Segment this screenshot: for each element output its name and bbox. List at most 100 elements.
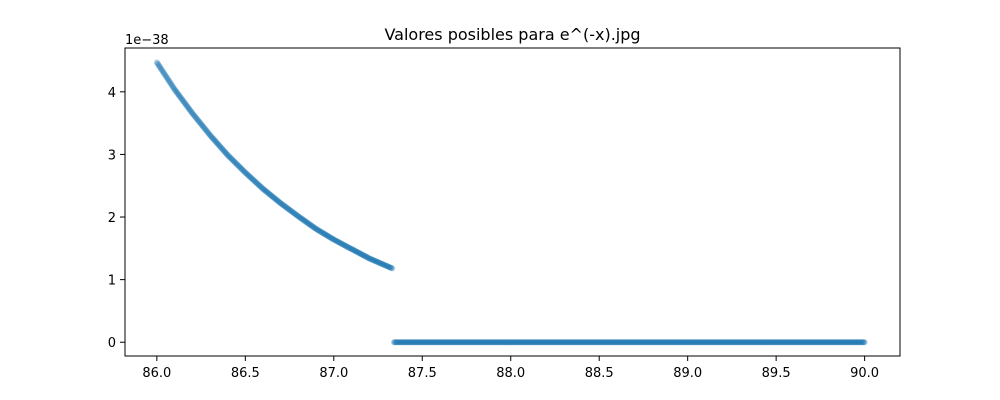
- data-point: [758, 339, 765, 346]
- data-point: [530, 339, 537, 346]
- data-point: [716, 339, 723, 346]
- data-point: [556, 339, 563, 346]
- data-point: [546, 339, 553, 346]
- data-point: [803, 339, 810, 346]
- data-point: [501, 339, 508, 346]
- data-point: [713, 339, 720, 346]
- data-point: [395, 339, 402, 346]
- data-point: [846, 339, 853, 346]
- data-point: [838, 339, 845, 346]
- data-point: [378, 260, 385, 267]
- data-point: [463, 339, 470, 346]
- data-point: [762, 339, 769, 346]
- data-point: [778, 339, 785, 346]
- data-point: [477, 339, 484, 346]
- data-point: [608, 339, 615, 346]
- data-point: [630, 339, 637, 346]
- data-point: [696, 339, 703, 346]
- data-point: [245, 172, 252, 179]
- data-point: [640, 339, 647, 346]
- data-point: [380, 261, 387, 268]
- data-point: [272, 195, 279, 202]
- data-point: [402, 339, 409, 346]
- data-point: [771, 339, 778, 346]
- data-point: [335, 239, 342, 246]
- data-point: [388, 265, 395, 272]
- data-point: [841, 339, 848, 346]
- data-point: [182, 100, 189, 107]
- data-point: [444, 339, 451, 346]
- data-point: [231, 158, 237, 165]
- data-point: [471, 339, 478, 346]
- data-point: [407, 339, 414, 346]
- data-point: [174, 90, 181, 97]
- data-point: [642, 339, 649, 346]
- data-point: [629, 339, 636, 346]
- data-point: [720, 339, 727, 346]
- data-point: [417, 339, 424, 346]
- data-point: [676, 339, 683, 346]
- data-point: [531, 339, 538, 346]
- data-point: [836, 339, 843, 346]
- data-point: [851, 339, 857, 346]
- data-point: [800, 339, 807, 346]
- data-point: [537, 339, 544, 346]
- data-point: [572, 339, 579, 346]
- data-point: [504, 339, 511, 346]
- data-point: [284, 204, 291, 211]
- data-point: [163, 73, 170, 80]
- data-point: [458, 339, 465, 346]
- data-point: [667, 339, 674, 346]
- data-point: [315, 227, 322, 234]
- y-tick-label: 4: [108, 86, 116, 101]
- data-point: [353, 248, 360, 255]
- data-point: [417, 339, 424, 346]
- data-point: [243, 170, 250, 177]
- x-tick-label: 89.5: [762, 366, 791, 381]
- data-point: [852, 339, 859, 346]
- data-point: [362, 253, 369, 260]
- data-point: [283, 204, 290, 211]
- data-point: [508, 339, 515, 346]
- data-point: [412, 339, 419, 346]
- data-point: [747, 339, 754, 346]
- data-point: [206, 131, 213, 138]
- data-point: [424, 339, 431, 346]
- data-point: [228, 155, 235, 162]
- data-point: [452, 339, 459, 346]
- data-point: [650, 339, 657, 346]
- data-point: [499, 339, 506, 346]
- data-point: [506, 339, 513, 346]
- data-point: [636, 339, 643, 346]
- data-point: [589, 339, 596, 346]
- data-point: [664, 339, 671, 346]
- data-point: [164, 75, 171, 82]
- data-point: [503, 339, 510, 346]
- data-point: [186, 106, 193, 113]
- data-point: [817, 339, 824, 346]
- data-point: [623, 339, 630, 346]
- data-point: [770, 339, 777, 346]
- data-point: [666, 339, 673, 346]
- data-point: [266, 190, 273, 197]
- data-point: [157, 64, 164, 71]
- data-point: [216, 142, 223, 149]
- data-point: [699, 339, 706, 346]
- data-point: [366, 255, 373, 262]
- data-point: [434, 339, 441, 346]
- data-point: [645, 339, 652, 346]
- data-point: [256, 182, 263, 189]
- data-point: [502, 339, 509, 346]
- data-point: [571, 339, 578, 346]
- data-point: [851, 339, 858, 346]
- data-point: [206, 132, 213, 139]
- data-point: [596, 339, 603, 346]
- data-point: [587, 339, 594, 346]
- data-point: [843, 339, 850, 346]
- data-point: [392, 339, 399, 346]
- data-point: [651, 339, 658, 346]
- data-point: [775, 339, 782, 346]
- data-point: [293, 212, 300, 219]
- data-point: [497, 339, 504, 346]
- data-point: [460, 339, 467, 346]
